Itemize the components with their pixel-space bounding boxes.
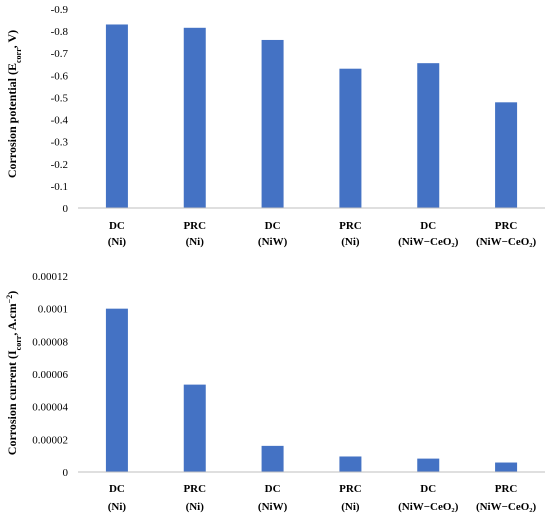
potential-bar [105, 24, 128, 208]
potential-category-label-line1: DC [265, 220, 281, 232]
potential-bar [261, 39, 284, 209]
potential-y-tick-label: -0.2 [51, 159, 68, 171]
potential-y-tick-label: -0.3 [51, 137, 69, 149]
corrosion-current-category-labels: DC (Ni) PRC (Ni) DC (NiW) PRC (Ni) DC (NiW−CeO₂) P… [108, 483, 537, 513]
current-category-label-line1: DC [265, 483, 281, 495]
current-y-tick-label: 0 [63, 467, 69, 479]
current-category-label-line1: DC [109, 483, 125, 495]
current-category-label-line1: PRC [183, 483, 206, 495]
potential-category-label-line2: (Ni) [186, 236, 205, 248]
current-category-label-line1: PRC [339, 483, 362, 495]
potential-y-tick-label: -0.4 [51, 115, 69, 127]
potential-y-tick-label: -0.9 [51, 4, 69, 16]
current-category-label-line2: (NiW−CeO₂) [398, 501, 459, 513]
current-category-label-line2: (NiW) [258, 501, 288, 513]
potential-category-label-line2: (NiW−CeO₂) [476, 236, 537, 248]
current-category-label-line2: (Ni) [186, 501, 205, 513]
current-category-label-line1: PRC [495, 483, 518, 495]
potential-category-label-line2: (Ni) [108, 236, 127, 248]
potential-y-tick-label: 0 [63, 203, 69, 215]
potential-bar [339, 68, 362, 208]
potential-bar [495, 102, 518, 208]
current-y-tick-label: 0.00002 [32, 434, 68, 446]
potential-category-label-line1: PRC [495, 220, 518, 232]
corrosion-potential-chart: Corrosion potential (Ecorr, V) 0 -0.1 -0.2… [5, 4, 545, 248]
current-category-label-line2: (Ni) [341, 501, 360, 513]
potential-bar [183, 27, 206, 208]
current-category-label-line2: (Ni) [108, 501, 127, 513]
potential-y-tick-label: -0.7 [51, 48, 69, 60]
potential-bar [417, 63, 440, 208]
potential-y-tick-label: -0.5 [51, 92, 69, 104]
potential-category-label-line1: PRC [183, 220, 206, 232]
potential-category-label-line2: (Ni) [341, 236, 360, 248]
current-bar [105, 308, 128, 472]
current-y-tick-label: 0.0001 [38, 304, 68, 316]
current-bar [183, 384, 206, 472]
potential-y-tick-label: -0.8 [51, 26, 69, 38]
potential-y-tick-label: -0.6 [51, 70, 69, 82]
corrosion-current-chart: Corrosion current (Icorr, A.cm−2) 0 0.000… [5, 271, 545, 513]
potential-category-label-line1: DC [420, 220, 436, 232]
current-bar [339, 456, 362, 472]
corrosion-potential-bars [105, 24, 518, 209]
potential-y-tick-label: -0.1 [51, 181, 68, 193]
corrosion-current-bars [105, 308, 518, 472]
current-y-tick-label: 0.00012 [32, 271, 68, 283]
corrosion-current-axis-title: Corrosion current (Icorr, A.cm−2) [5, 291, 23, 455]
potential-category-label-line1: PRC [339, 220, 362, 232]
current-category-label-line2: (NiW−CeO₂) [476, 501, 537, 513]
current-category-label-line1: DC [420, 483, 436, 495]
current-y-tick-label: 0.00006 [32, 369, 68, 381]
corrosion-current-y-ticks: 0 0.00002 0.00004 0.00006 0.00008 0.0001 0.000… [32, 271, 68, 479]
current-y-tick-label: 0.00008 [32, 336, 68, 348]
current-bar [417, 458, 440, 472]
potential-category-label-line1: DC [109, 220, 125, 232]
current-bar [261, 445, 284, 472]
current-y-tick-label: 0.00004 [32, 402, 68, 414]
corrosion-potential-category-labels: DC (Ni) PRC (Ni) DC (NiW) PRC (Ni) DC (NiW−CeO₂) P… [108, 220, 537, 248]
potential-category-label-line2: (NiW−CeO₂) [398, 236, 459, 248]
corrosion-potential-axis-title: Corrosion potential (Ecorr, V) [5, 30, 23, 178]
corrosion-potential-y-ticks: 0 -0.1 -0.2 -0.3 -0.4 -0.5 -0.6 -0.7 -0.8 -0.9 [51, 4, 69, 215]
potential-category-label-line2: (NiW) [258, 236, 288, 248]
current-bar [495, 462, 518, 472]
